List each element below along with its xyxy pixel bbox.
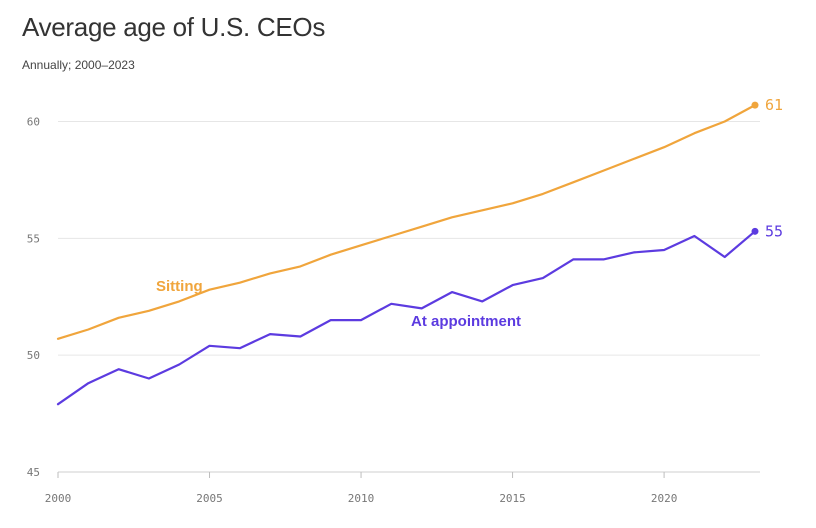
x-tick-label-2000: 2000 <box>45 492 72 505</box>
end-label-sitting: 61 <box>765 96 783 114</box>
y-tick-label-45: 45 <box>27 466 40 479</box>
series-line-sitting <box>56 103 757 340</box>
y-tick-label-55: 55 <box>27 232 40 245</box>
series-label-sitting: Sitting <box>156 278 203 295</box>
x-tick-label-2005: 2005 <box>196 492 223 505</box>
x-tick-label-2010: 2010 <box>348 492 375 505</box>
end-dot-at-appointment <box>751 227 759 235</box>
chart-subtitle: Annually; 2000–2023 <box>22 58 135 72</box>
y-tick-label-60: 60 <box>27 116 40 129</box>
x-tick-label-2015: 2015 <box>499 492 526 505</box>
series-line-at-appointment <box>56 230 757 406</box>
chart-title: Average age of U.S. CEOs <box>22 12 326 42</box>
end-dot-sitting <box>751 101 759 109</box>
x-tick-label-2020: 2020 <box>651 492 678 505</box>
series-label-at-appointment: At appointment <box>411 313 521 330</box>
y-tick-label-50: 50 <box>27 349 40 362</box>
end-label-at-appointment: 55 <box>765 222 783 240</box>
